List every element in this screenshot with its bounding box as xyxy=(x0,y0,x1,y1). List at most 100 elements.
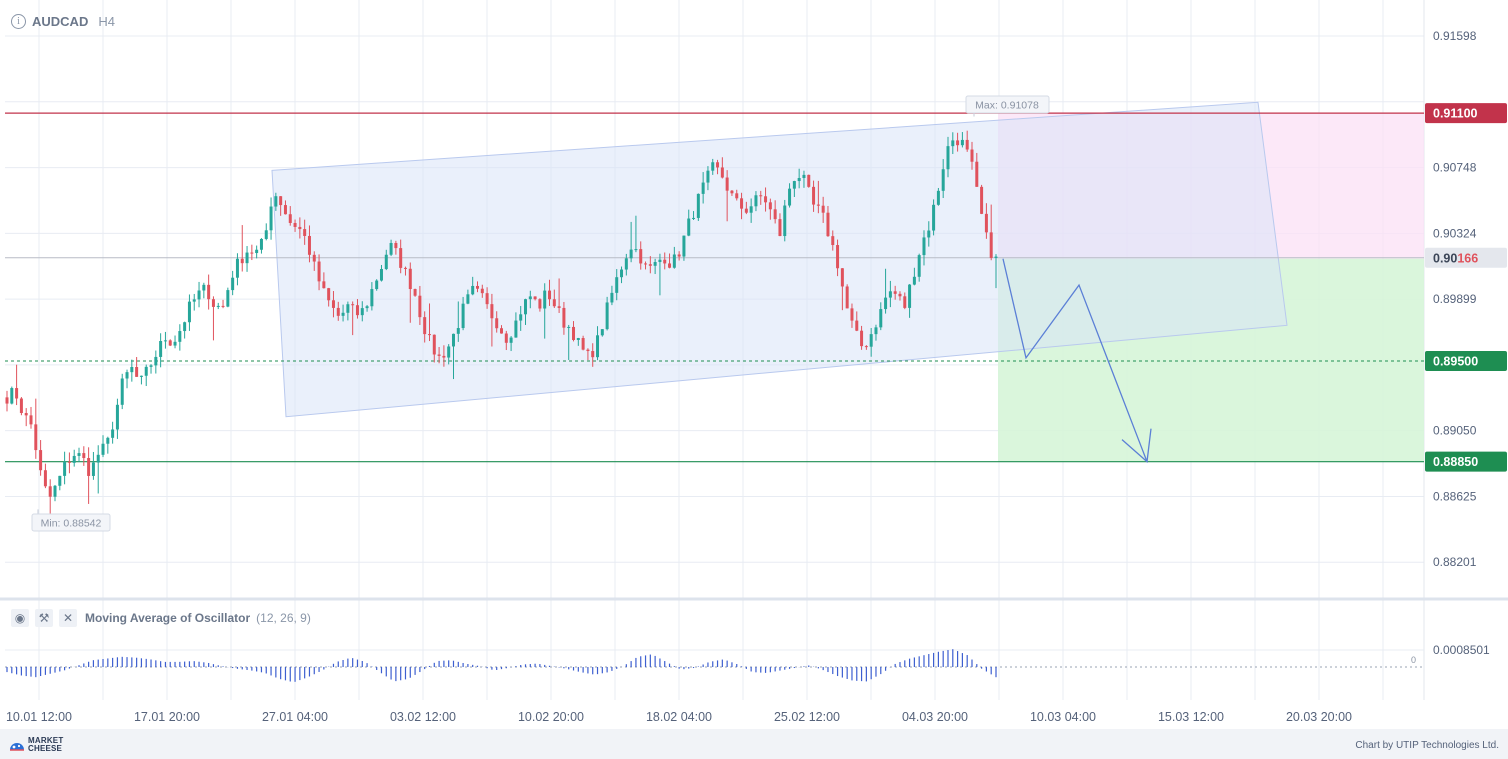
candle-body xyxy=(159,341,163,357)
target-price-tag: 0.88850 xyxy=(1433,455,1478,469)
eye-icon[interactable]: ◉ xyxy=(11,609,29,627)
candle-body xyxy=(317,261,321,282)
time-tick-label: 17.01 20:00 xyxy=(134,710,200,724)
market-cheese-logo[interactable]: MARKET CHEESE xyxy=(9,737,63,753)
oscillator-toolbar: ◉ ⚒ ✕ Moving Average of Oscillator (12, … xyxy=(11,609,311,627)
candle-body xyxy=(168,340,172,346)
candle-body xyxy=(10,388,14,404)
candle-body xyxy=(639,249,643,264)
candle-body xyxy=(120,378,124,405)
logo-mark-icon xyxy=(9,738,25,752)
candle-body xyxy=(658,259,662,263)
candle-body xyxy=(24,413,28,416)
target-price-tag-bg xyxy=(1425,451,1507,472)
candle-body xyxy=(519,314,523,321)
forecast-arrow xyxy=(1002,258,1152,463)
candle-body xyxy=(475,285,479,289)
candle-body xyxy=(197,290,201,300)
candle-body xyxy=(989,232,993,258)
max-label-box xyxy=(965,95,1050,114)
candle-body xyxy=(509,337,513,343)
candle-body xyxy=(264,230,268,239)
min-label-box xyxy=(31,513,111,532)
candle-body xyxy=(67,461,71,463)
candle-body xyxy=(389,242,393,255)
candle-body xyxy=(552,299,556,307)
candle-body xyxy=(312,254,316,262)
candle-body xyxy=(807,174,811,187)
indicator-name: Moving Average of Oscillator xyxy=(85,611,251,625)
time-tick-label: 15.03 12:00 xyxy=(1158,710,1224,724)
price-tick-label: 0.90748 xyxy=(1433,161,1477,175)
candle-body xyxy=(946,146,950,170)
candle-body xyxy=(456,328,460,334)
candle-body xyxy=(792,181,796,189)
logo-text: MARKET CHEESE xyxy=(28,736,64,753)
candle-body xyxy=(82,453,86,459)
candle-body xyxy=(572,326,576,340)
candle-body xyxy=(663,259,667,264)
candle-body xyxy=(855,320,859,331)
candle-body xyxy=(235,258,239,278)
candle-body xyxy=(255,249,259,254)
candle-body xyxy=(135,367,139,377)
candle-body xyxy=(687,218,691,236)
candle-body xyxy=(548,290,552,300)
time-tick-label: 10.02 20:00 xyxy=(518,710,584,724)
candle-body xyxy=(600,329,604,336)
timeframe-label[interactable]: H4 xyxy=(98,14,115,29)
candle-body xyxy=(932,204,936,231)
candle-body xyxy=(279,196,283,206)
candle-body xyxy=(480,288,484,294)
candle-body xyxy=(495,318,499,329)
candle-body xyxy=(927,230,931,238)
close-icon[interactable]: ✕ xyxy=(59,609,77,627)
info-icon[interactable]: i xyxy=(11,14,26,29)
candle-body xyxy=(668,263,672,268)
candle-body xyxy=(240,258,244,264)
candle-body xyxy=(432,334,436,355)
candle-body xyxy=(591,351,595,358)
candle-body xyxy=(888,291,892,298)
candle-body xyxy=(720,167,724,178)
candle-body xyxy=(399,248,403,268)
candle-body xyxy=(941,169,945,191)
candle-body xyxy=(211,299,215,307)
current-price-tag: 0.90166 xyxy=(1433,251,1478,265)
candle-body xyxy=(58,475,62,486)
time-tick-label: 27.01 04:00 xyxy=(262,710,328,724)
candle-body xyxy=(629,249,633,259)
candle-body xyxy=(447,346,451,358)
candle-body xyxy=(48,486,52,497)
candle-body xyxy=(740,198,744,209)
indicator-params: (12, 26, 9) xyxy=(256,611,311,625)
candle-body xyxy=(221,305,225,307)
time-tick-label: 20.03 20:00 xyxy=(1286,710,1352,724)
candle-body xyxy=(898,293,902,297)
candle-body xyxy=(307,235,311,255)
candle-body xyxy=(341,312,345,316)
candle-body xyxy=(768,202,772,210)
candle-body xyxy=(226,290,230,307)
candle-body xyxy=(994,256,998,258)
candle-body xyxy=(19,398,23,414)
candle-body xyxy=(408,268,412,290)
wrench-icon[interactable]: ⚒ xyxy=(35,609,53,627)
resistance-price-tag: 0.91100 xyxy=(1433,107,1478,121)
price-channel xyxy=(271,101,1288,418)
candle-body xyxy=(821,205,825,213)
candle-body xyxy=(874,327,878,335)
price-tick-label: 0.90324 xyxy=(1433,226,1477,240)
candle-body xyxy=(437,354,441,356)
candle-body xyxy=(749,206,753,213)
candle-body xyxy=(735,193,739,199)
candle-body xyxy=(975,161,979,187)
price-tick-label: 0.91598 xyxy=(1433,29,1477,43)
candle-body xyxy=(845,286,849,309)
candle-body xyxy=(812,186,816,205)
candle-body xyxy=(111,429,115,438)
candle-body xyxy=(394,242,398,249)
candle-body xyxy=(783,205,787,237)
candle-body xyxy=(581,338,585,350)
